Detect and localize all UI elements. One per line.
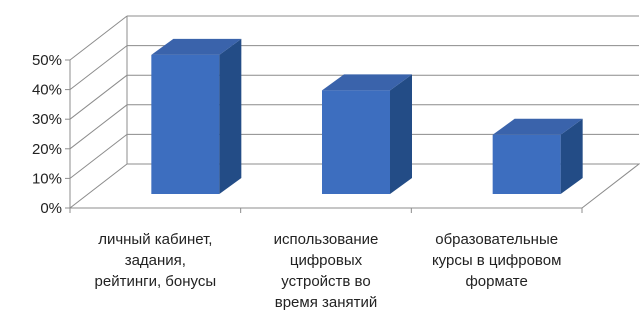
y-tick-label: 40% <box>32 82 62 99</box>
bar-side <box>390 74 412 194</box>
bar-front <box>322 90 390 194</box>
x-category-label: использование цифровых устройств во время з… <box>274 231 379 311</box>
gridline-side <box>69 134 128 179</box>
y-tick-label: 10% <box>32 170 62 187</box>
bar <box>492 118 583 194</box>
y-tick-label: 50% <box>32 52 62 69</box>
bar-front <box>492 134 561 194</box>
x-axis-labels: личный кабинет, задания, рейтинги, бонусы и… <box>95 231 562 311</box>
bar-top <box>492 118 583 135</box>
bar-top <box>322 74 412 91</box>
gridline-side <box>69 74 128 120</box>
y-tick-label: 0% <box>40 200 62 217</box>
x-category-label: образовательные курсы в цифровом формате <box>432 231 561 290</box>
bar-side <box>560 118 583 194</box>
gridline-side <box>69 15 128 61</box>
bar-top <box>151 38 242 55</box>
y-tick-label: 30% <box>32 111 62 128</box>
bar <box>322 74 412 194</box>
y-axis-ticks: 0% 10% 20% 30% 40% 50% <box>32 52 583 217</box>
y-tick-label: 20% <box>32 141 62 158</box>
bars <box>151 38 583 194</box>
gridline-side <box>69 45 128 90</box>
bar <box>151 38 242 194</box>
bar-front <box>151 54 220 194</box>
x-category-label: личный кабинет, задания, рейтинги, бонусы <box>95 231 217 290</box>
bar-side <box>219 38 242 194</box>
gridline-side <box>69 104 128 150</box>
